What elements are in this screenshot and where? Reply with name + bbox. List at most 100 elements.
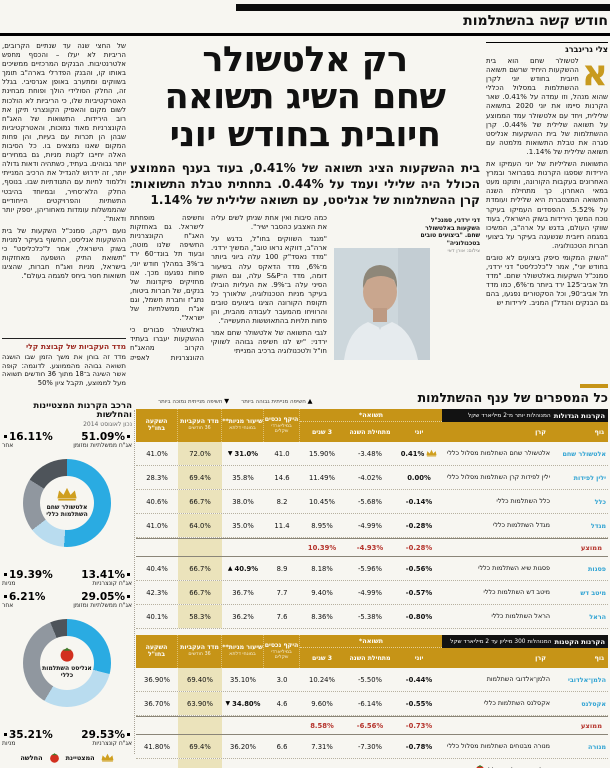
donut-panel-subtitle: נכון לאוגוסט 2014 xyxy=(83,420,132,428)
return-ytd: -7.28% xyxy=(344,766,396,768)
assets: 14.6 xyxy=(274,473,290,482)
col-header-group: גוף xyxy=(594,428,604,436)
col-header-3y: 3 שנים xyxy=(311,654,333,662)
fund-group: הראל xyxy=(589,612,606,621)
fund-name: הראל השתלמות כללי xyxy=(491,611,550,620)
assets: 8.9 xyxy=(276,564,288,573)
assets: 6.6 xyxy=(276,742,288,751)
fund-name: אנליסט השתלמות כללי xyxy=(442,763,552,768)
consistency: 66.7% xyxy=(178,557,222,580)
subheadline: בית ההשקעות הציג תשואה של 0.41%, בעוד בע… xyxy=(130,161,480,207)
infographic-title: כל המספרים של ענף ההשתלמות xyxy=(417,390,608,405)
table-row: ילין לפידות ילין לפידות קרן השתלמות מסלו… xyxy=(136,466,608,490)
article-column-4: של החצי שנה עד שנתיים הקרובים, הריביות ל… xyxy=(2,42,126,388)
return-3y: 15.90% xyxy=(309,449,335,458)
abroad: 40.6% xyxy=(146,497,168,506)
fund-group: מנורה xyxy=(588,742,606,751)
article-column-3: וחשיפה מופחתת לישראל. גם באחזקות האג"ח ה… xyxy=(130,214,204,360)
return-june: -0.57% xyxy=(405,588,433,597)
donut-panel-title: הרכב הקרנות המצטיינות והחלשות xyxy=(33,401,132,421)
equity-share: 31.0% ▼ xyxy=(227,449,259,458)
return-3y: 9.40% xyxy=(311,588,333,597)
return-ytd: -4.99% xyxy=(357,588,383,597)
return-3y: 10.24% xyxy=(309,675,335,684)
return-ytd: -4.93% xyxy=(356,543,384,552)
fund-name: מיטב דש השתלמות כללי xyxy=(483,587,550,596)
top-black-bar xyxy=(236,4,610,11)
average-label: ממוצע xyxy=(580,721,602,730)
donut-chart-worst: 29.05% אג"ח ממשלתיות ומזומן 6.21% אחר 35.2… xyxy=(2,590,132,748)
fund-name: ילין לפידות קרן השתלמות מסלול כללי xyxy=(446,472,550,481)
donut-panel: הרכב הקרנות המצטיינות והחלשות נכון לאוגו… xyxy=(2,401,132,768)
consistency: 66.7% xyxy=(178,581,222,604)
fund-name: כלל השתלמות כללי xyxy=(496,496,550,505)
portrait-photo xyxy=(334,248,430,361)
table-row: אקסלנס אקסלנס השתלמות כללי -0.55% -6.14%… xyxy=(136,692,608,716)
fund-name: אלטשולר שחם השתלמות מסלול כללי xyxy=(446,448,550,457)
slice-label: 13.41% אג"ח קונצרניות xyxy=(81,568,132,588)
abroad: 36.70% xyxy=(144,699,170,708)
return-june: -0.56% xyxy=(405,564,433,573)
slice-label: 19.39% מניות xyxy=(2,568,53,588)
col-header-consistency: מדד העקביות 36 חודשים xyxy=(178,635,222,668)
return-ytd: -3.48% xyxy=(357,449,383,458)
col-header-june: יוני xyxy=(414,654,424,662)
fund-name: אקסלנס השתלמות כללי xyxy=(483,698,550,707)
return-june: -0.80% xyxy=(405,612,433,621)
col-header-3y: 3 שנים xyxy=(311,428,333,436)
photo-credit: צילום: אורן דאי xyxy=(447,248,480,255)
col-header-ytd: מתחילת השנה xyxy=(349,428,391,436)
crown-icon xyxy=(101,753,114,764)
fund-group: מיטב דש xyxy=(580,588,606,597)
fund-group: כלל xyxy=(594,497,606,506)
col-header-june: יוני xyxy=(414,428,424,436)
return-ytd: -6.14% xyxy=(357,699,383,708)
return-3y: 8.18% xyxy=(311,564,333,573)
headline: רק אלטשולר שחם השיג תשואה חיובית בחודש י… xyxy=(164,40,446,155)
table-header-band-small: הקרנות הקטנות המנוהלות 300 מיליון עד 2 מי… xyxy=(136,635,608,668)
col-header-abroad: השקעה בחו"ל xyxy=(136,409,178,442)
abroad: 29.90% xyxy=(136,766,178,768)
slice-label: 51.09% אג"ח ממשלתיות ומזומן xyxy=(73,430,132,450)
assets: 7.7 xyxy=(276,588,288,597)
arrow-up-icon: ▲ xyxy=(307,397,313,405)
byline: צלי גרינברג xyxy=(565,45,608,54)
section-title-small: הקרנות הקטנות המנוהלות 300 מיליון עד 2 מי… xyxy=(442,635,608,648)
article-center: רק אלטשולר שחם השיג תשואה חיובית בחודש י… xyxy=(130,40,480,388)
sidebar-title: מדד העקביות של קבוצת קלי xyxy=(25,341,126,351)
slice-label: 6.21% אחר xyxy=(2,590,46,610)
consistency: 69.4% xyxy=(178,466,222,489)
col-header-equity: שיעור מניות** במונחי דלתא xyxy=(222,409,264,442)
table-row: מנורה מנורה מבטחים השתלמות מסלול כללי -0… xyxy=(136,735,608,759)
abroad: 41.80% xyxy=(144,742,170,751)
return-june: 0.41% xyxy=(396,448,442,460)
article-column-2: כמה סיבות ואין אחת שניתן לשים עליה את הא… xyxy=(211,214,327,360)
paragraph: כמה סיבות ואין אחת שניתן לשים עליה את הא… xyxy=(211,214,327,232)
fund-name: הלמן־אלדובי השתלמות xyxy=(486,674,550,683)
col-header-return-group: תשואה* xyxy=(300,409,442,422)
return-june: -0.73% xyxy=(405,721,433,730)
equity-share: 40.9% ▲ xyxy=(227,564,259,573)
consistency: 52.80% xyxy=(178,759,222,768)
return-ytd: -5.68% xyxy=(357,497,383,506)
slice-label: 29.05% אג"ח ממשלתיות ומזומן xyxy=(73,590,132,610)
abroad: 40.4% xyxy=(146,564,168,573)
table-row: הלמן־אלדובי הלמן־אלדובי השתלמות -0.44% -… xyxy=(136,668,608,692)
paragraph: לגבי התשואה של אלטשולר שחם אמר ירדני: "י… xyxy=(211,329,327,356)
slice-label: 16.11% אחר xyxy=(2,430,53,450)
slice-label: 35.21% מניות xyxy=(2,728,53,748)
paragraph: וחשיפה מופחתת לישראל. גם באחזקות האג"ח ה… xyxy=(130,214,204,323)
assets: 41.0 xyxy=(274,449,290,458)
top-rule xyxy=(0,33,610,36)
fund-group: הלמן־אלדובי xyxy=(568,675,606,684)
col-header-abroad: השקעה בחו"ל xyxy=(136,635,178,668)
return-3y: 9.60% xyxy=(311,699,333,708)
return-3y: 8.36% xyxy=(311,612,333,621)
paragraph: באלטשולר סבורים כי ההשקעות יעברו בעתיד ה… xyxy=(130,326,204,361)
donut-chart-best: 51.09% אג"ח ממשלתיות ומזומן 16.11% אחר 19.… xyxy=(2,430,132,588)
return-june: -0.55% xyxy=(405,699,433,708)
table-row: אלטשולר שחם אלטשולר שחם השתלמות מסלול כל… xyxy=(136,442,608,466)
return-ytd: -6.56% xyxy=(356,721,384,730)
equity-share: 36.20% xyxy=(230,742,256,751)
